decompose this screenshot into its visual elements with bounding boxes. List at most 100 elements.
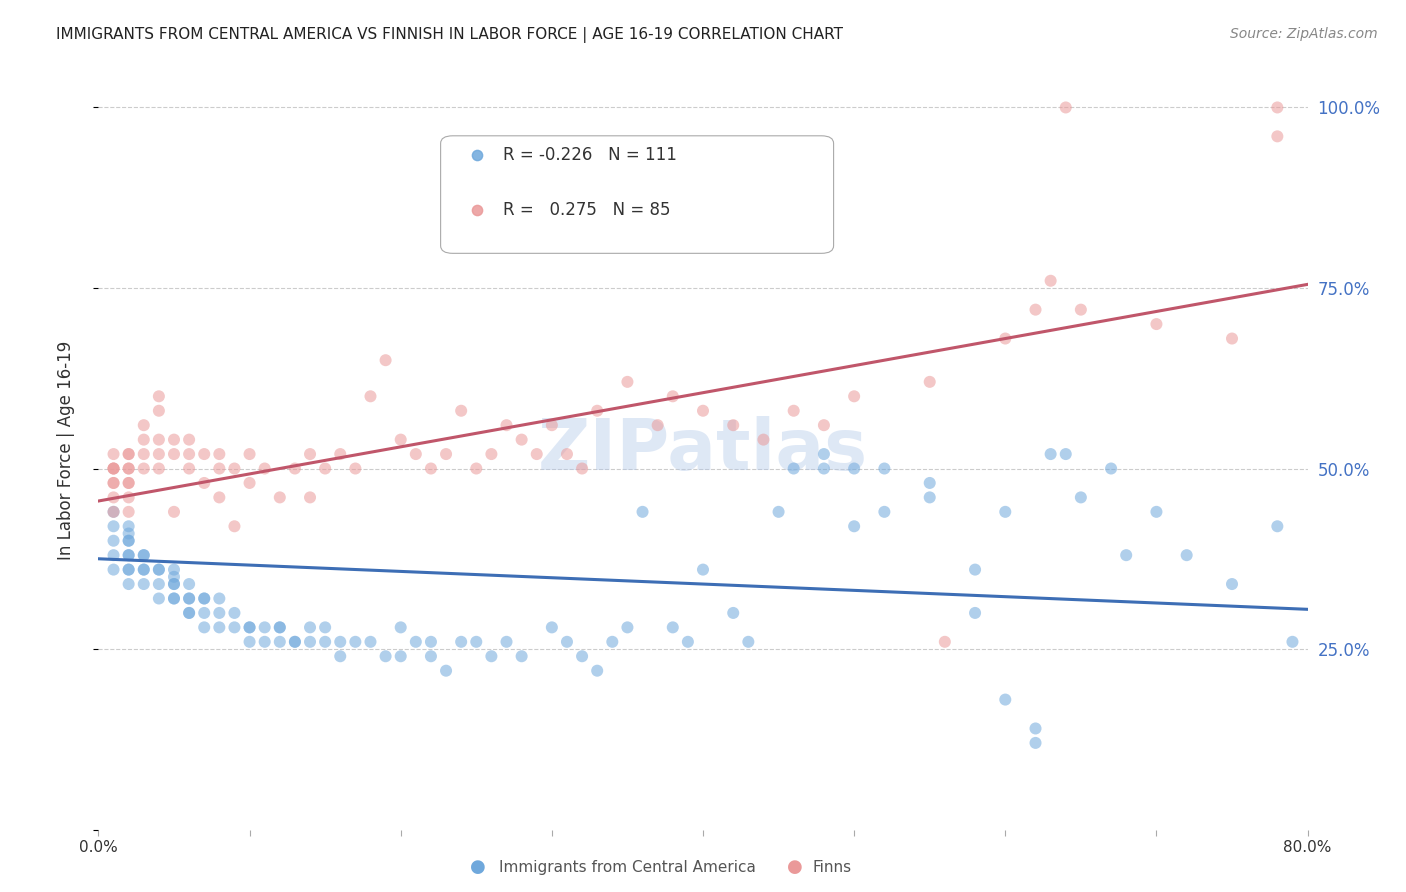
Point <box>103 491 125 505</box>
Point <box>1115 548 1137 562</box>
Point <box>163 563 186 577</box>
Point <box>224 461 246 475</box>
Point <box>132 563 155 577</box>
Point <box>148 461 170 475</box>
Point <box>239 475 262 490</box>
Point <box>692 563 714 577</box>
Text: Immigrants from Central America: Immigrants from Central America <box>499 861 756 875</box>
Point <box>179 433 201 447</box>
Point <box>481 649 503 664</box>
Text: ●: ● <box>470 858 486 876</box>
Point <box>329 635 352 649</box>
Point <box>314 461 336 475</box>
Point <box>299 447 322 461</box>
Point <box>239 447 262 461</box>
Point <box>813 461 835 475</box>
Point <box>450 403 472 417</box>
Point <box>481 447 503 461</box>
Point <box>103 475 125 490</box>
Point <box>239 620 262 634</box>
Point <box>389 649 412 664</box>
Point <box>555 635 578 649</box>
Point <box>118 548 141 562</box>
Point <box>465 635 488 649</box>
Text: R = -0.226   N = 111: R = -0.226 N = 111 <box>503 145 678 164</box>
Point <box>1070 302 1092 317</box>
Point <box>118 533 141 548</box>
Text: Finns: Finns <box>813 861 852 875</box>
Point <box>193 620 215 634</box>
Point <box>586 403 609 417</box>
Point <box>602 635 624 649</box>
Point <box>148 563 170 577</box>
Point <box>299 635 322 649</box>
Point <box>132 548 155 562</box>
Point <box>1024 736 1046 750</box>
Point <box>103 519 125 533</box>
Point <box>193 475 215 490</box>
Point <box>148 433 170 447</box>
Point <box>103 475 125 490</box>
Point <box>224 519 246 533</box>
Point <box>193 591 215 606</box>
Point <box>994 332 1017 346</box>
Point <box>844 519 866 533</box>
Point <box>163 591 186 606</box>
Point <box>918 375 941 389</box>
Point <box>723 606 745 620</box>
Point <box>1054 447 1077 461</box>
Point <box>118 475 141 490</box>
Point <box>1054 100 1077 114</box>
Point <box>616 375 638 389</box>
Point <box>510 649 533 664</box>
Point <box>179 577 201 591</box>
Point <box>844 389 866 403</box>
Point <box>647 418 669 433</box>
Point <box>163 577 186 591</box>
Point <box>783 461 806 475</box>
Point <box>495 635 517 649</box>
Point <box>661 620 683 634</box>
Point <box>118 519 141 533</box>
Point <box>586 664 609 678</box>
Point <box>1220 332 1243 346</box>
Point <box>103 461 125 475</box>
Point <box>103 563 125 577</box>
Point <box>132 418 155 433</box>
Point <box>148 389 170 403</box>
Point <box>526 447 548 461</box>
Point <box>224 606 246 620</box>
Point <box>163 570 186 584</box>
Point <box>1070 491 1092 505</box>
Point <box>420 649 443 664</box>
Point <box>163 591 186 606</box>
Point <box>434 447 457 461</box>
Point <box>103 447 125 461</box>
Point <box>269 491 291 505</box>
Point <box>179 591 201 606</box>
Point <box>374 649 396 664</box>
Point <box>103 461 125 475</box>
Point <box>692 403 714 417</box>
Point <box>783 403 806 417</box>
Point <box>132 577 155 591</box>
Point <box>1039 274 1062 288</box>
Point <box>269 635 291 649</box>
Point <box>118 491 141 505</box>
Point <box>434 664 457 678</box>
Point <box>360 389 382 403</box>
Point <box>118 563 141 577</box>
Point <box>616 620 638 634</box>
Point <box>132 461 155 475</box>
Point <box>103 505 125 519</box>
Point <box>420 461 443 475</box>
Point <box>723 418 745 433</box>
Point <box>163 577 186 591</box>
Point <box>1144 317 1167 331</box>
Point <box>571 461 593 475</box>
Point <box>661 389 683 403</box>
Point <box>374 353 396 368</box>
Point <box>118 475 141 490</box>
Point <box>208 447 231 461</box>
Point <box>163 447 186 461</box>
